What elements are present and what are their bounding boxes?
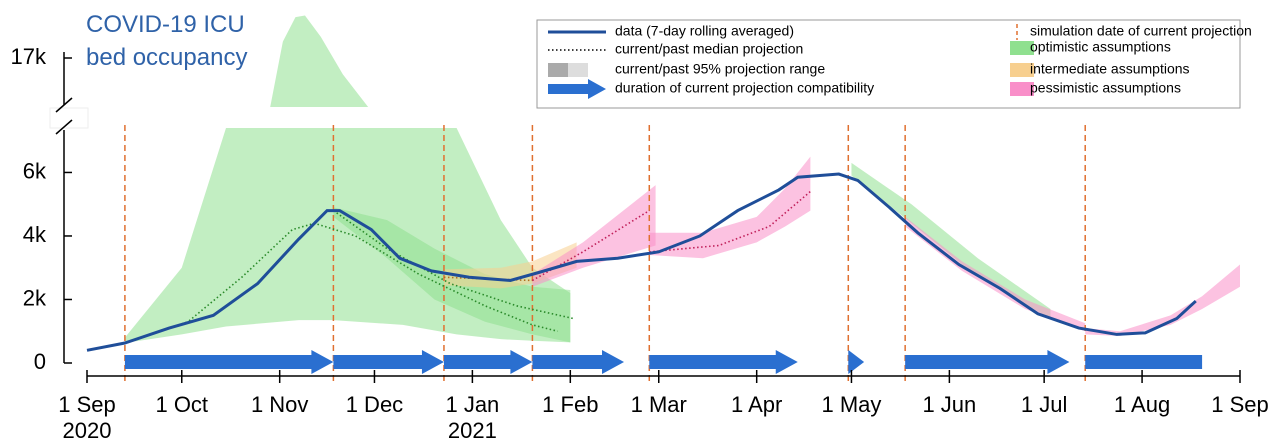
y-tick-label: 17k [11,44,47,69]
projection-band [649,156,811,259]
axis-break-box [49,107,89,129]
projection-band [532,185,656,287]
lines [86,125,1203,385]
data-line [86,172,1197,352]
x-tick-label: 1 Apr [731,392,782,417]
x-tick-label: 1 Jun [922,392,976,417]
legend-label: current/past 95% projection range [615,61,825,77]
median-projection [124,222,558,344]
y-tick-label: 2k [23,285,47,310]
projection-band [851,162,1051,319]
compatibility-arrow [532,350,625,374]
x-year-label: 2020 [63,418,112,443]
projection-band [1085,264,1240,337]
x-tick-label: 1 Sep [1211,392,1269,417]
legend-label: duration of current projection compatibi… [615,80,874,96]
legend-label: optimistic assumptions [1030,39,1171,55]
x-tick-label: 1 Feb [542,392,598,417]
legend-sample [548,79,606,99]
axis-break [55,119,73,135]
legend-sample [568,63,588,77]
compatibility-arrow [848,350,865,374]
axis-break [55,97,73,113]
x-tick-label: 1 Sep [58,392,116,417]
median-projection [649,190,811,253]
x-tick-label: 1 Jan [445,392,499,417]
y-tick-label: 4k [23,222,47,247]
axes: 0 2k 4k 6k 17k 1 Sep 1 Oct 1 Nov 1 Dec 1 Jan 1 Feb… [11,44,1269,443]
legend-sample [548,63,568,77]
x-tick-label: 1 Jul [1021,392,1067,417]
x-tick-label: 1 Dec [346,392,403,417]
legend-label: pessimistic assumptions [1030,80,1181,96]
legend-label: current/past median projection [615,41,803,57]
compatibility-arrow [649,350,798,374]
legend: data (7-day rolling averaged) current/pas… [536,19,1252,109]
projection-band [905,216,1086,332]
legend-label: simulation date of current projection [1030,23,1252,39]
legend-sample [1010,41,1034,55]
y-tick-label: 0 [34,349,46,374]
x-tick-label: 1 Aug [1114,392,1170,417]
projection-band [270,15,369,107]
x-tick-label: 1 Oct [155,392,208,417]
x-tick-label: 1 Nov [251,392,308,417]
legend-label: intermediate assumptions [1030,61,1190,77]
compatibility-arrow [124,350,334,374]
x-year-label: 2021 [448,418,497,443]
legend-label: data (7-day rolling averaged) [615,23,794,39]
legend-sample [1010,82,1034,96]
compatibility-arrow [443,350,533,374]
compatibility-arrow [333,350,444,374]
legend-box [536,19,1241,109]
compatibility-arrow [905,350,1070,374]
y-tick-label: 6k [23,158,47,183]
chart-title: COVID-19 ICU bed occupancy [86,11,248,71]
compatibility-arrow [1085,355,1203,369]
x-tick-label: 1 May [821,392,881,417]
x-tick-label: 1 Mar [631,392,687,417]
legend-sample [1010,63,1034,77]
